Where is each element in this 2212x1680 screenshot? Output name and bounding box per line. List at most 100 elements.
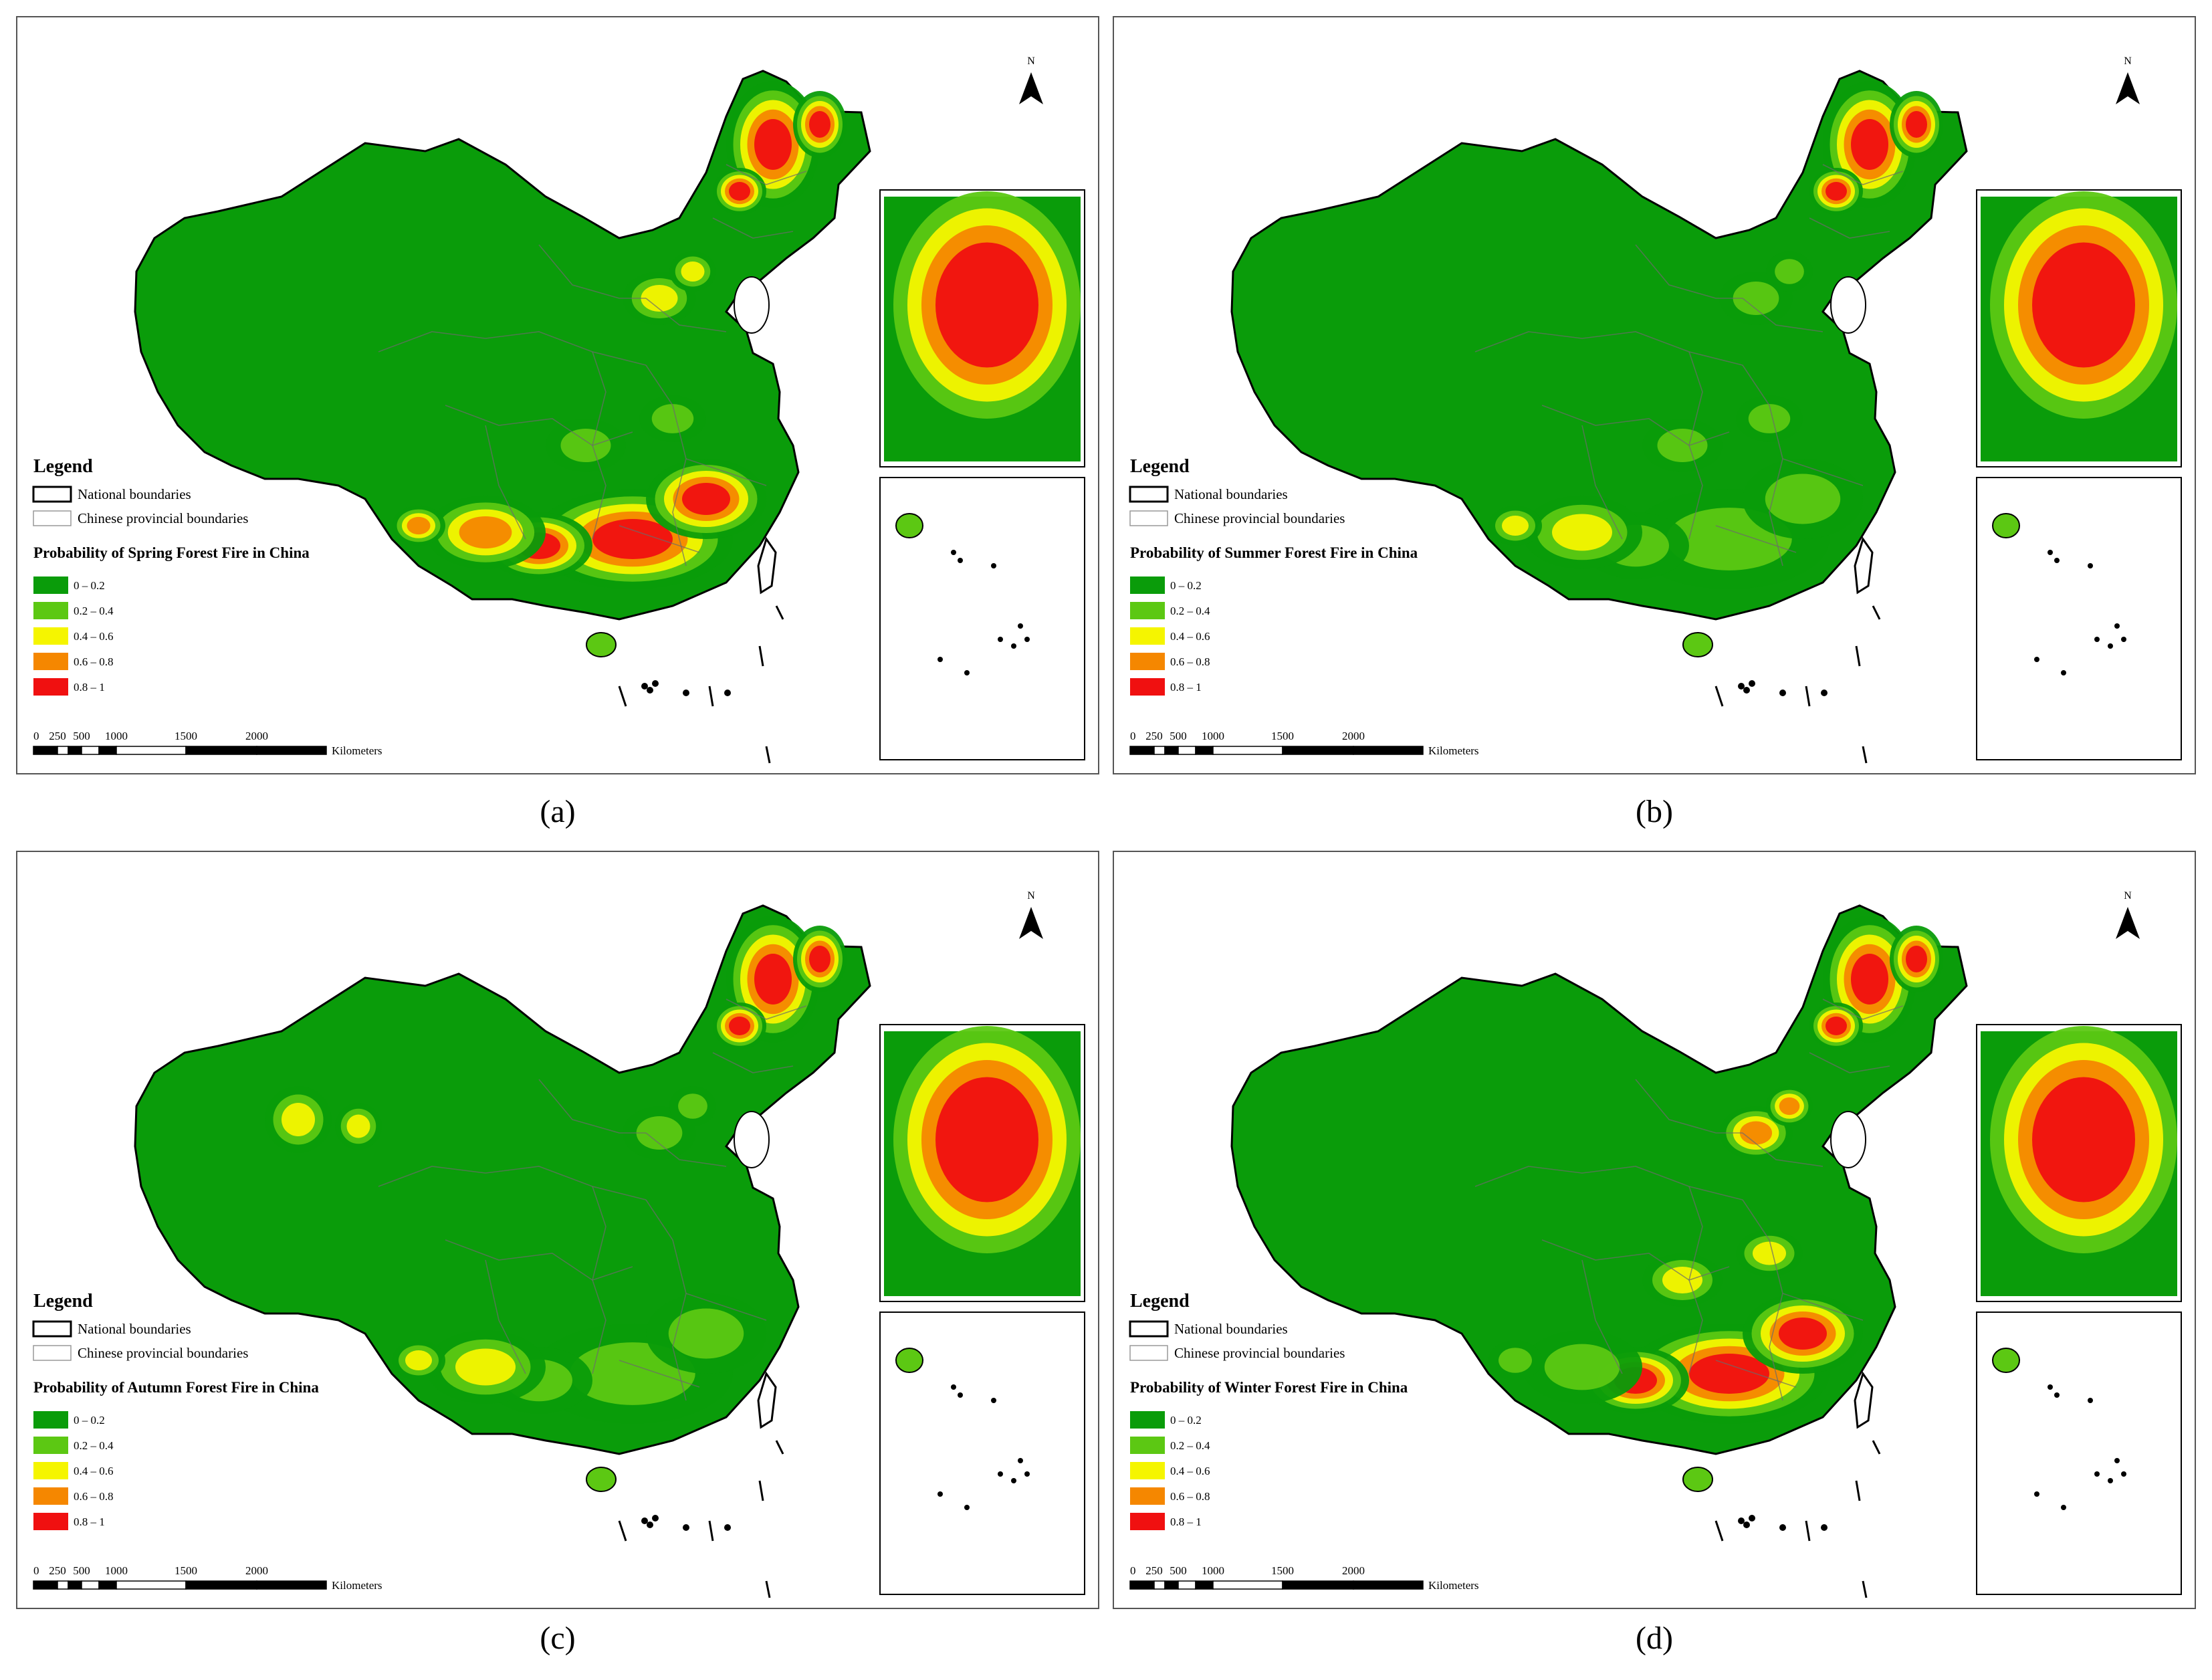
legend: Legend National boundaries Chinese provinc… xyxy=(32,456,310,696)
north-label: N xyxy=(1027,56,1035,67)
hotspot-southwest-level-1 xyxy=(1499,1348,1532,1373)
map-canvas: N Legend National boundaries Chinese provin… xyxy=(32,56,1085,764)
inset-island-dot xyxy=(1018,623,1023,629)
provincial-boundary-swatch xyxy=(1129,510,1168,526)
inset-island-dot xyxy=(2094,637,2100,642)
map-canvas: N Legend National boundaries Chinese provin… xyxy=(1129,56,2182,764)
legend: Legend National boundaries Chinese provinc… xyxy=(32,1291,319,1530)
scale-segment xyxy=(98,1580,117,1590)
scale-tick-label: 0 xyxy=(1130,1564,1136,1577)
hotspot-north-china-level-2 xyxy=(641,285,678,312)
island-dot xyxy=(1743,687,1750,694)
scale-segment xyxy=(1164,1580,1179,1590)
island-dot xyxy=(1821,690,1828,696)
island-dot xyxy=(647,687,653,694)
probability-class-label: 0 – 0.2 xyxy=(74,1414,105,1427)
scale-segment xyxy=(33,746,58,755)
hotspot-southwest-level-2 xyxy=(1502,516,1529,536)
island-dot xyxy=(1821,1524,1828,1531)
scale-segment xyxy=(1178,746,1196,755)
scale-bar: 0 250 500 1000 1500 2000 Kilometers xyxy=(1129,730,1479,757)
probability-class-label: 0.6 – 0.8 xyxy=(1170,655,1210,668)
probability-class-label: 0.4 – 0.6 xyxy=(1170,630,1210,643)
provincial-boundary xyxy=(1715,1360,1797,1388)
probability-class-swatch xyxy=(1130,602,1165,619)
scale-tick-label: 1500 xyxy=(1271,730,1294,742)
scale-segment xyxy=(1282,746,1354,755)
provincial-boundary xyxy=(538,244,646,299)
probability-class-swatch xyxy=(1130,1462,1165,1479)
sea-boundary-dash xyxy=(765,746,771,764)
scale-segment xyxy=(68,746,82,755)
hainan-island xyxy=(586,1467,617,1492)
bohai-sea xyxy=(734,1111,770,1168)
bohai-sea xyxy=(1830,276,1866,334)
probability-class-swatch xyxy=(1130,1411,1165,1429)
provincial-boundary xyxy=(1541,405,1730,446)
legend-subtitle: Probability of Spring Forest Fire in Chi… xyxy=(33,544,310,561)
probability-class-label: 0.2 – 0.4 xyxy=(74,1439,114,1452)
hotspot-north-china-level-3 xyxy=(1779,1097,1800,1116)
hotspot-northeast-level-4 xyxy=(1851,954,1888,1005)
inset-island-dot xyxy=(2108,643,2113,649)
probability-class-swatch xyxy=(1130,627,1165,645)
probability-class-label: 0.8 – 1 xyxy=(1170,1515,1202,1528)
scale-tick-label: 500 xyxy=(1170,1564,1187,1577)
provincial-boundary xyxy=(1581,1259,1623,1374)
inset-hainan xyxy=(895,1348,923,1373)
legend-title: Legend xyxy=(1130,456,1190,477)
probability-class-swatch xyxy=(33,1462,68,1479)
panel-caption: (d) xyxy=(1636,1620,1673,1656)
inset-island-dot xyxy=(2054,1392,2060,1398)
hainan-island xyxy=(586,632,617,657)
national-boundary-swatch xyxy=(1129,486,1169,503)
inset-island-dot xyxy=(958,558,963,563)
inset-island-dot xyxy=(991,563,996,568)
provincial-boundary xyxy=(1688,351,1703,540)
sea-boundary-dash xyxy=(775,605,784,620)
scale-tick-label: 250 xyxy=(1145,730,1163,742)
provincial-boundary xyxy=(1809,217,1890,239)
inset-island-dot xyxy=(1024,1471,1030,1477)
scale-tick-label: 0 xyxy=(33,730,39,742)
legend-title: Legend xyxy=(33,1291,93,1311)
probability-class-label: 0.6 – 0.8 xyxy=(74,655,114,668)
hotspot-northeast-level-4 xyxy=(729,182,750,201)
scale-tick-label: 1500 xyxy=(1271,1564,1294,1577)
probability-class-label: 0 – 0.2 xyxy=(74,579,105,592)
hotspot-southwest-level-3 xyxy=(459,516,512,549)
legend-title: Legend xyxy=(1130,1291,1190,1311)
hotspot-central-level-1 xyxy=(1748,404,1791,433)
sea-boundary-dash xyxy=(1715,686,1724,707)
island-dot xyxy=(1743,1521,1750,1528)
island-dot xyxy=(652,680,659,687)
inset-island-dot xyxy=(2034,657,2039,662)
scale-segment xyxy=(1129,1580,1155,1590)
inset-island-dot xyxy=(964,1505,970,1510)
inset-island-dot xyxy=(991,1398,996,1403)
scale-tick-label: 2000 xyxy=(245,730,268,742)
provincial-boundary xyxy=(1688,1186,1703,1374)
inset-island-dot xyxy=(2088,563,2093,568)
scale-segment xyxy=(81,1580,100,1590)
north-label: N xyxy=(2124,890,2132,902)
hotspot-central-level-1 xyxy=(560,429,611,462)
scale-tick-label: 0 xyxy=(1130,730,1136,742)
inset-island-dot xyxy=(2054,558,2060,563)
hotspot-southwest-level-2 xyxy=(405,1350,432,1370)
hainan-island xyxy=(1682,632,1713,657)
provincial-boundary xyxy=(645,1132,727,1167)
provincial-boundary xyxy=(619,1360,700,1388)
hotspot-north-china-level-1 xyxy=(1733,282,1779,315)
provincial-boundary xyxy=(685,458,767,486)
scale-segment xyxy=(116,1580,187,1590)
scale-segment xyxy=(1164,746,1179,755)
provincial-boundary-label: Chinese provincial boundaries xyxy=(1174,510,1345,526)
map-panel-summer: N Legend National boundaries Chinese provin… xyxy=(1113,16,2196,774)
scale-unit-label: Kilometers xyxy=(1428,1579,1479,1592)
provincial-boundary xyxy=(1782,1293,1864,1321)
legend-subtitle: Probability of Winter Forest Fire in Chi… xyxy=(1130,1379,1408,1396)
scale-segment xyxy=(1353,1580,1424,1590)
inset-island-dot xyxy=(2108,1478,2113,1483)
hotspot-northwest-level-2 xyxy=(346,1114,370,1138)
